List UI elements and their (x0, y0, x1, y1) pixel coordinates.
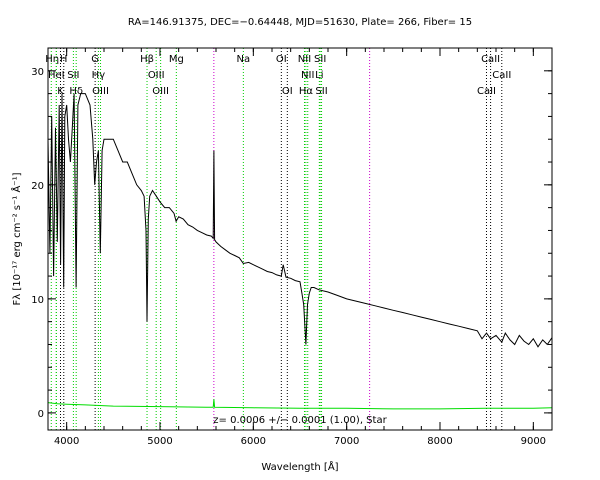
y-tick-label-2: 20 (31, 181, 44, 192)
marker-label-1: H (60, 54, 68, 65)
marker-label-22: CaII (481, 54, 500, 65)
x-tick-label-5: 9000 (521, 436, 546, 447)
marker-label-14: OI (276, 54, 287, 65)
marker-label-2: HeI (48, 70, 65, 81)
marker-label-21: SII (315, 86, 327, 97)
marker-label-0: Hη (45, 54, 59, 65)
marker-label-20: Hα (299, 86, 314, 97)
x-axis-label: Wavelength [Å] (261, 460, 338, 473)
marker-label-4: K (57, 86, 64, 97)
x-tick-label-4: 8000 (427, 436, 452, 447)
marker-label-11: OIII (152, 86, 169, 97)
x-tick-label-2: 6000 (241, 436, 266, 447)
marker-label-10: OIII (148, 70, 165, 81)
marker-label-8: OIII (92, 86, 109, 97)
series-line-flux (47, 93, 553, 348)
marker-label-17: SII (314, 54, 326, 65)
y-tick-label-1: 10 (31, 295, 44, 306)
y-axis-label: Fλ [10⁻¹⁷ erg cm⁻² s⁻¹ Å⁻¹] (10, 172, 23, 305)
x-axis: 4000 5000 6000 7000 8000 9000 (47, 48, 553, 447)
marker-label-9: Hβ (140, 54, 154, 65)
x-tick-label-3: 7000 (334, 436, 359, 447)
marker-label-15: OI (282, 86, 293, 97)
x-tick-label-0: 4000 (54, 436, 79, 447)
y-axis: 0 10 20 30 (31, 67, 552, 420)
y-tick-label-3: 30 (31, 67, 44, 78)
plot-frame (47, 47, 553, 431)
series-group (47, 93, 553, 410)
marker-label-7: Hγ (92, 70, 106, 81)
line-markers (50, 48, 503, 430)
marker-label-13: Na (237, 54, 251, 65)
series-line-error (47, 399, 553, 410)
x-tick-label-1: 5000 (147, 436, 172, 447)
marker-label-24: CaII (477, 86, 496, 97)
marker-label-3: SII (67, 70, 79, 81)
marker-label-23: CaII (492, 70, 511, 81)
chart-title: RA=146.91375, DEC=−0.64448, MJD=51630, P… (128, 17, 472, 28)
marker-label-5: Hδ (69, 86, 83, 97)
marker-label-6: G (91, 54, 99, 65)
marker-label-19: Li (315, 70, 323, 81)
marker-label-12: Mg (169, 54, 184, 65)
redshift-label: z= 0.0006 +/− 0.0001 (1.00), Star (213, 415, 387, 426)
y-tick-label-0: 0 (38, 409, 44, 420)
marker-label-16: NII (298, 54, 311, 65)
marker-label-18: NII (301, 70, 314, 81)
